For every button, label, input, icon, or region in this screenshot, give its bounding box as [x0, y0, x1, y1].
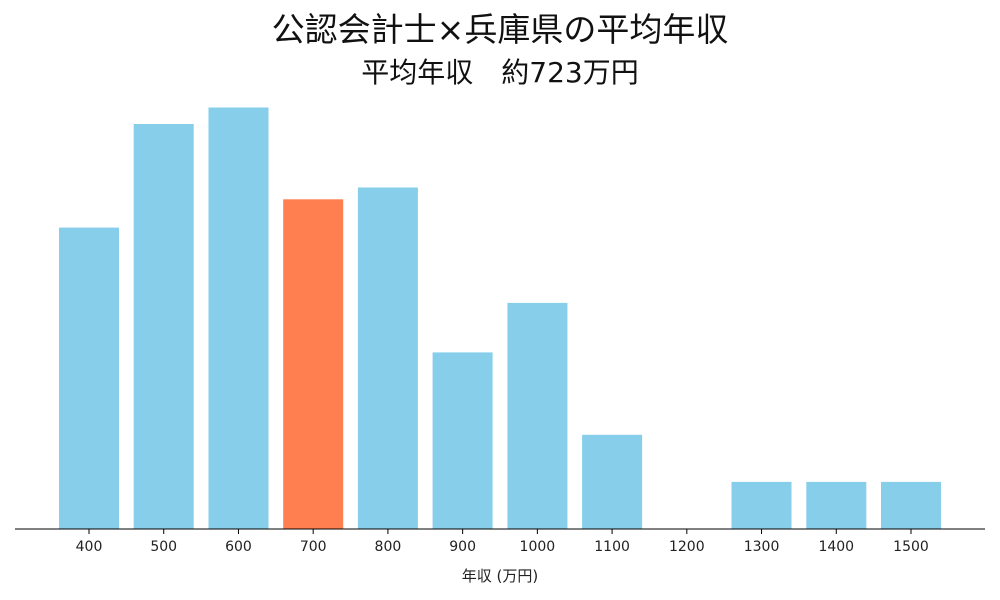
bar-1000: [507, 302, 568, 529]
x-tick-label-1500: 1500: [893, 539, 929, 555]
x-tick-label-400: 400: [76, 539, 103, 555]
x-tick-label-700: 700: [300, 539, 327, 555]
bar-1300: [731, 481, 792, 529]
x-tick-label-800: 800: [375, 539, 402, 555]
x-ticks-group: 400 500 600 700 800 900 1000 1100 1200 1300 1400 15…: [76, 529, 929, 555]
bar-1400: [806, 481, 867, 529]
x-axis-label: 年収 (万円): [462, 567, 538, 585]
bar-800: [357, 187, 418, 529]
bar-400: [59, 227, 119, 529]
x-tick-label-500: 500: [150, 539, 177, 555]
chart-subtitle: 平均年収 約723万円: [361, 56, 638, 89]
bar-600: [208, 107, 269, 529]
x-tick-label-1100: 1100: [594, 539, 630, 555]
bar-700: [283, 199, 344, 530]
bars-group: [59, 107, 941, 530]
x-tick-label-1400: 1400: [818, 539, 854, 555]
x-tick-label-1200: 1200: [669, 539, 705, 555]
bar-900: [432, 352, 493, 529]
x-tick-label-1000: 1000: [520, 539, 556, 555]
chart-title: 公認会計士×兵庫県の平均年収: [272, 10, 729, 49]
bar-1100: [582, 434, 643, 529]
x-tick-label-1300: 1300: [744, 539, 780, 555]
x-tick-label-900: 900: [449, 539, 476, 555]
bar-1500: [881, 481, 941, 529]
bar-500: [133, 124, 194, 529]
x-tick-label-600: 600: [225, 539, 252, 555]
